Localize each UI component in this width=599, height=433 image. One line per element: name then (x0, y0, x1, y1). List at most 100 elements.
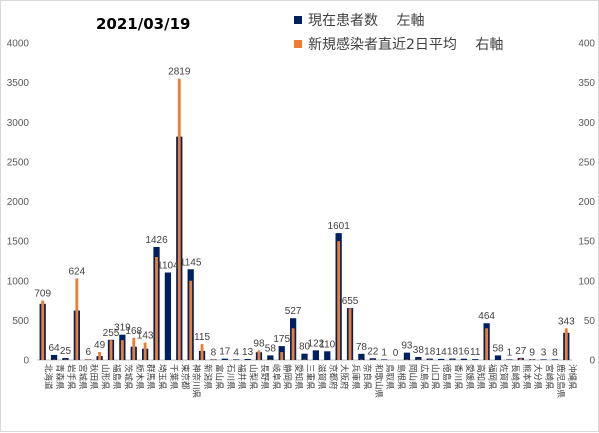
bar-current-patients (244, 359, 250, 360)
bar-new-cases-avg (189, 281, 192, 360)
category-label: 長野県 (259, 364, 269, 390)
bar-current-patients (233, 359, 239, 360)
data-label: 0 (393, 348, 399, 359)
category-label: 福島県 (111, 364, 122, 390)
category-label: 石川県 (225, 364, 235, 390)
data-label: 49 (94, 340, 106, 351)
bar-new-cases-avg (132, 338, 135, 360)
category-label: 静岡県 (282, 364, 293, 390)
category-label: 群馬県 (145, 364, 156, 390)
data-label: 64 (49, 343, 61, 354)
bar-current-patients (461, 359, 467, 360)
category-label: 長崎県 (509, 364, 520, 390)
category-label: 大分県 (532, 364, 543, 390)
legend-swatch (294, 16, 302, 24)
data-label: 115 (194, 332, 210, 343)
data-label: 1145 (180, 257, 202, 268)
category-label: 大阪府 (339, 364, 350, 390)
bar-current-patients (415, 357, 421, 360)
category-label: 栃木県 (134, 364, 145, 390)
data-label: 58 (492, 343, 504, 354)
data-label: 175 (273, 334, 290, 345)
data-label: 98 (253, 338, 265, 349)
bar-new-cases-avg (201, 344, 204, 360)
bar-current-patients (324, 351, 330, 360)
right-axis-tick-label: 50 (584, 316, 596, 327)
legend-swatch (294, 40, 302, 48)
bar-current-patients (472, 359, 478, 360)
data-label: 6 (85, 347, 91, 358)
category-label: 三重県 (305, 364, 316, 390)
bar-current-patients (358, 354, 364, 360)
data-label: 18 (447, 347, 459, 358)
category-label: 新潟県 (202, 364, 213, 390)
bar-current-patients (313, 350, 319, 360)
bar-current-patients (222, 359, 228, 360)
data-label: 13 (242, 347, 254, 358)
category-label: 鹿児島県 (555, 364, 566, 399)
category-label: 山形県 (100, 364, 111, 390)
bar-new-cases-avg (519, 358, 522, 360)
category-label: 岐阜県 (270, 364, 281, 390)
category-label: 愛知県 (293, 364, 304, 390)
data-label: 9 (529, 347, 535, 358)
data-label: 527 (285, 306, 302, 317)
bar-new-cases-avg (98, 352, 101, 360)
data-label: 38 (413, 345, 425, 356)
data-label: 78 (356, 342, 368, 353)
bar-new-cases-avg (280, 352, 283, 360)
category-label: 熊本県 (521, 364, 532, 390)
category-label: 宮崎県 (544, 364, 555, 390)
data-label: 1426 (145, 235, 168, 246)
data-label: 18 (424, 347, 436, 358)
left-axis-tick-label: 0 (23, 356, 29, 367)
left-axis-tick-label: 2000 (7, 197, 30, 208)
category-label: 茨城県 (122, 364, 133, 390)
category-label: 山口県 (430, 364, 441, 390)
bar-new-cases-avg (41, 301, 44, 360)
data-label: 464 (478, 311, 495, 322)
left-axis-tick-label: 4000 (7, 39, 30, 50)
data-label: 709 (34, 289, 51, 300)
bar-new-cases-avg (349, 308, 352, 360)
legend-entry: 新規感染者直近2日平均 右軸 (308, 36, 503, 53)
bar-new-cases-avg (565, 328, 568, 360)
category-labels: 北海道青森県岩手県宮城県秋田県山形県福島県茨城県栃木県群馬県埼玉県千葉県東京都神… (43, 364, 578, 399)
data-label: 1 (381, 347, 387, 358)
bar-current-patients (165, 273, 171, 360)
bar-current-patients (552, 359, 558, 360)
category-label: 青森県 (54, 364, 65, 390)
bar-current-patients (301, 354, 307, 360)
left-axis-tick-label: 3500 (7, 78, 30, 89)
category-label: 沖縄県 (566, 364, 577, 390)
bar-new-cases-avg (258, 350, 261, 360)
right-axis-tick-label: 300 (578, 118, 595, 129)
left-axis-tick-label: 500 (12, 316, 29, 327)
data-label: 110 (319, 339, 335, 350)
category-label: 福岡県 (487, 364, 498, 390)
data-label: 16 (458, 347, 470, 358)
category-label: 山梨県 (248, 364, 259, 390)
bar-new-cases-avg (178, 79, 181, 360)
bar-current-patients (540, 359, 546, 360)
data-label: 343 (558, 316, 575, 327)
bar-new-cases-avg (337, 241, 340, 360)
data-label: 93 (401, 341, 413, 352)
data-label: 1 (507, 347, 513, 358)
bar-current-patients (51, 355, 57, 360)
data-label: 2819 (168, 67, 191, 78)
category-label: 鳥取県 (384, 364, 395, 390)
bar-new-cases-avg (155, 257, 158, 360)
data-label: 27 (515, 346, 527, 357)
bar-new-cases-avg (485, 328, 488, 360)
left-axis-tick-label: 2500 (7, 157, 30, 168)
category-label: 北海道 (43, 364, 54, 390)
bar-current-patients (438, 359, 444, 360)
category-label: 徳島県 (441, 364, 452, 390)
category-label: 高知県 (475, 364, 486, 390)
bar-current-patients (267, 355, 273, 360)
category-label: 佐賀県 (498, 364, 509, 390)
